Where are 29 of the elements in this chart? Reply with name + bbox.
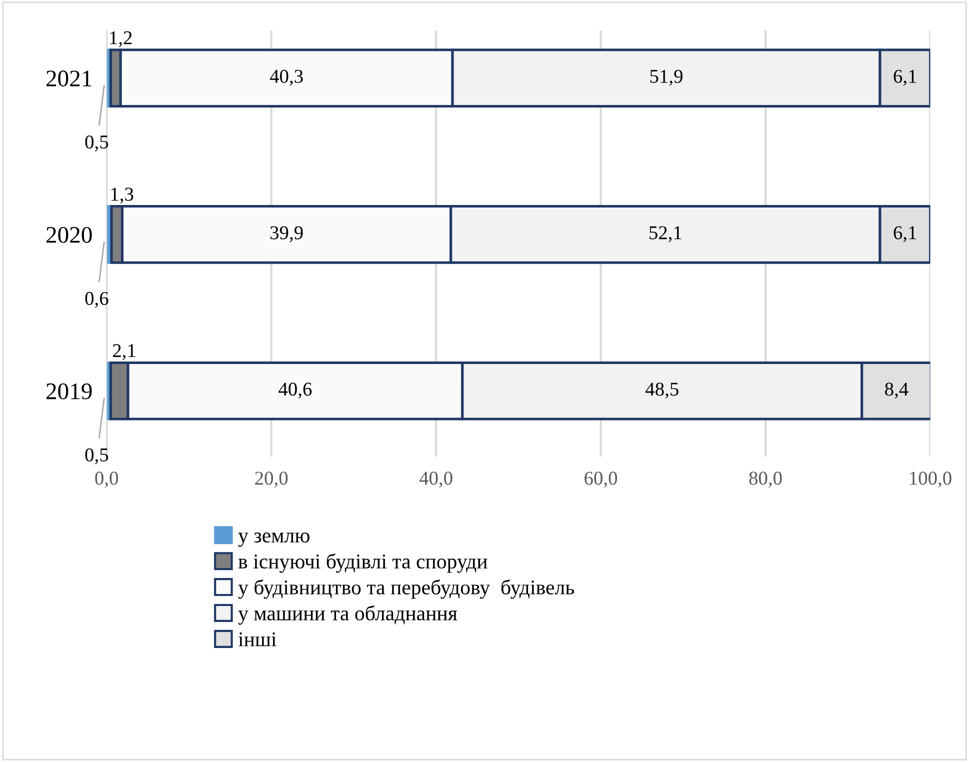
y-tick-label: 2021 [46, 70, 92, 86]
legend-label: у машини та обладнання [238, 605, 458, 625]
data-label: 1,2 [110, 31, 132, 48]
legend-label: інші [238, 632, 276, 646]
data-label: 51,9 [650, 70, 682, 86]
data-label: 0,5 [85, 135, 108, 152]
y-tick-label: 2020 [46, 226, 92, 243]
x-tick-label: 40,0 [419, 472, 452, 488]
x-tick-label: 0,0 [95, 472, 118, 488]
data-label: 52,1 [650, 226, 682, 242]
x-tick-label: 60,0 [584, 472, 618, 488]
legend-label: у будівництво та перебудову будівель [238, 579, 574, 599]
data-label: 0,6 [85, 292, 108, 308]
x-tick-label: 100,0 [910, 472, 952, 488]
data-label: 0,5 [85, 448, 108, 464]
x-tick-label: 80,0 [749, 472, 782, 488]
data-label: 1,3 [111, 188, 134, 204]
data-label: 40,3 [270, 70, 303, 86]
x-tick-label: 20,0 [255, 472, 288, 488]
data-label: 6,1 [894, 226, 916, 242]
data-label: 2,1 [113, 344, 136, 360]
data-label: 8,4 [885, 382, 908, 399]
legend-label: в існуючі будівлі та споруди [238, 553, 488, 573]
data-label: 48,5 [646, 382, 678, 399]
data-label: 40,6 [278, 382, 312, 399]
data-label: 6,1 [894, 70, 916, 86]
y-tick-label: 2019 [46, 383, 92, 400]
data-label: 39,9 [270, 226, 303, 242]
legend-label: у землю [238, 532, 310, 547]
